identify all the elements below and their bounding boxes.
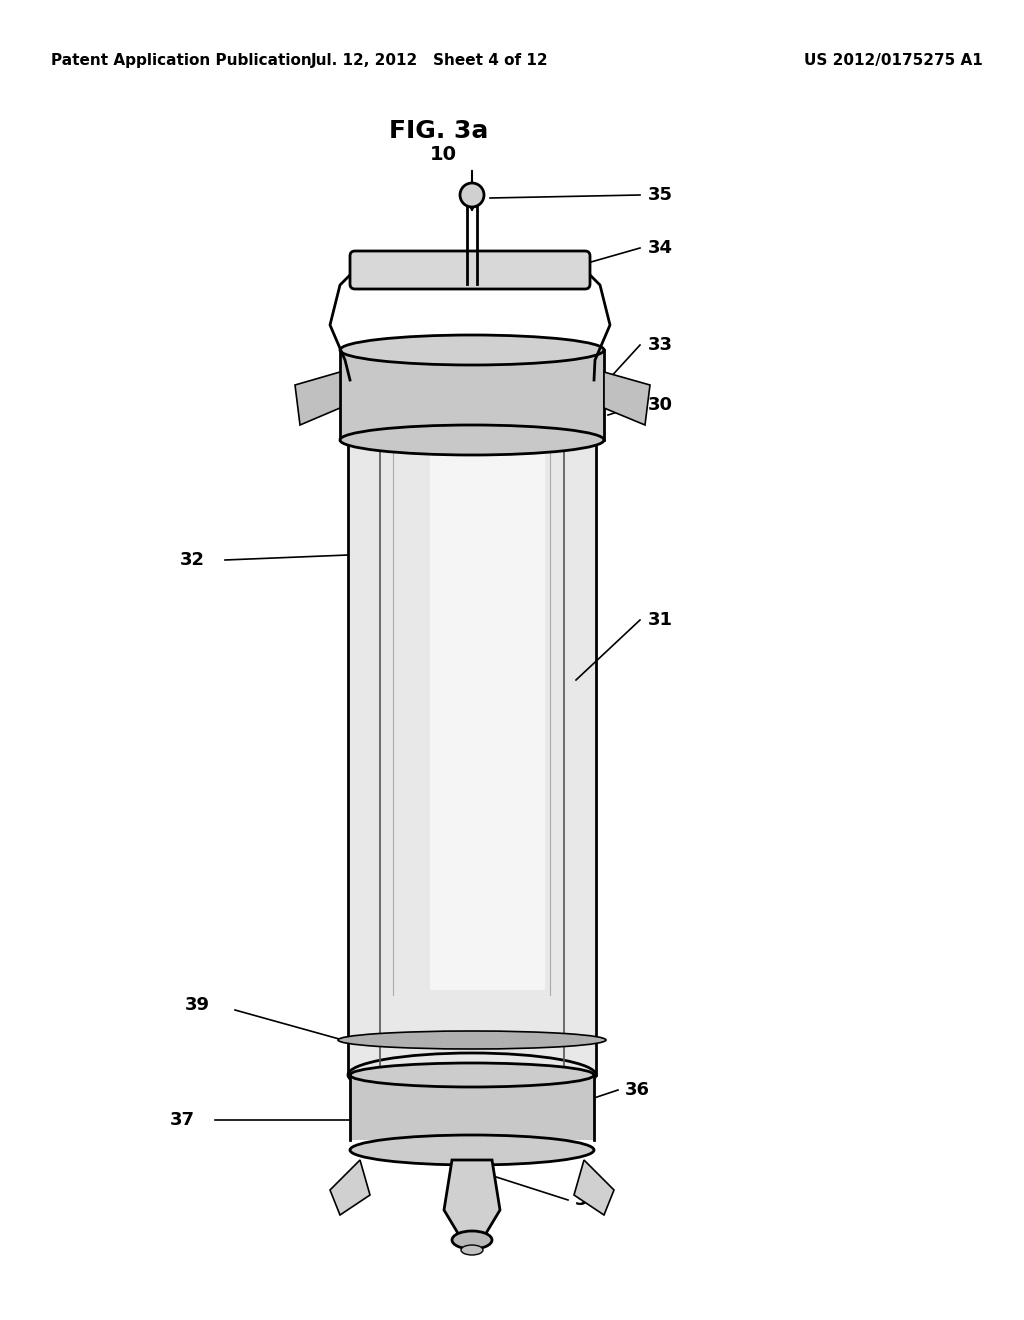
Text: 30: 30 <box>648 396 673 414</box>
Ellipse shape <box>340 335 604 366</box>
Text: Jul. 12, 2012   Sheet 4 of 12: Jul. 12, 2012 Sheet 4 of 12 <box>311 53 549 67</box>
Text: 10: 10 <box>430 145 457 165</box>
FancyBboxPatch shape <box>350 251 590 289</box>
Text: US 2012/0175275 A1: US 2012/0175275 A1 <box>804 53 983 67</box>
Ellipse shape <box>461 1245 483 1255</box>
Polygon shape <box>350 1074 594 1140</box>
Polygon shape <box>574 1160 614 1214</box>
Circle shape <box>460 183 484 207</box>
Text: 32: 32 <box>180 550 205 569</box>
Polygon shape <box>295 372 340 425</box>
Text: 39: 39 <box>185 997 210 1014</box>
Ellipse shape <box>340 425 604 455</box>
Text: 33: 33 <box>648 337 673 354</box>
Polygon shape <box>330 1160 370 1214</box>
Text: 36: 36 <box>625 1081 650 1100</box>
Polygon shape <box>604 372 650 425</box>
Text: Patent Application Publication: Patent Application Publication <box>51 53 312 67</box>
Text: 38: 38 <box>575 1191 600 1209</box>
Polygon shape <box>340 350 604 440</box>
Polygon shape <box>348 418 596 1074</box>
Ellipse shape <box>350 1063 594 1086</box>
Ellipse shape <box>452 1232 492 1249</box>
Polygon shape <box>444 1160 500 1239</box>
Ellipse shape <box>350 1135 594 1166</box>
Polygon shape <box>430 422 545 990</box>
Text: FIG. 3a: FIG. 3a <box>389 119 488 143</box>
Text: 31: 31 <box>648 611 673 630</box>
Text: 34: 34 <box>648 239 673 257</box>
Text: 37: 37 <box>170 1111 195 1129</box>
Text: 35: 35 <box>648 186 673 205</box>
Ellipse shape <box>338 1031 606 1049</box>
